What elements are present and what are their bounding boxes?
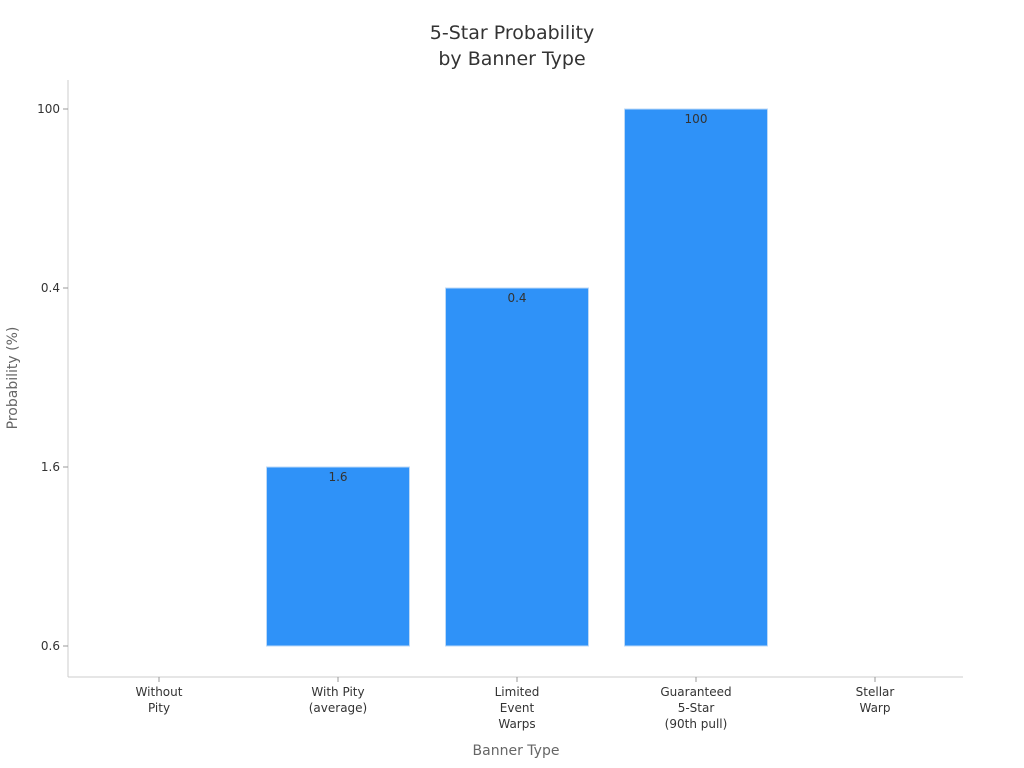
y-tick-label: 0.4 — [41, 281, 60, 295]
data-label: 0.4 — [507, 291, 526, 305]
x-axis-title: Banner Type — [473, 743, 560, 759]
y-axis-title: Probability (%) — [5, 327, 21, 430]
x-tick-label: Stellar Warp — [856, 685, 895, 715]
bar — [624, 108, 768, 647]
x-tick-label: With Pity (average) — [309, 685, 368, 715]
y-tick-label: 100 — [37, 102, 60, 116]
bar — [445, 287, 589, 647]
x-tick-label: Limited Event Warps — [495, 685, 540, 731]
x-tick-label: Without Pity — [136, 685, 183, 715]
data-label: 1.6 — [328, 470, 347, 484]
chart-title: 5-Star Probability by Banner Type — [430, 22, 594, 70]
data-label: 100 — [685, 112, 708, 126]
y-tick-label: 0.6 — [41, 639, 60, 653]
x-tick-label: Guaranteed 5-Star (90th pull) — [660, 685, 731, 731]
bar — [266, 466, 410, 647]
y-tick-label: 1.6 — [41, 460, 60, 474]
